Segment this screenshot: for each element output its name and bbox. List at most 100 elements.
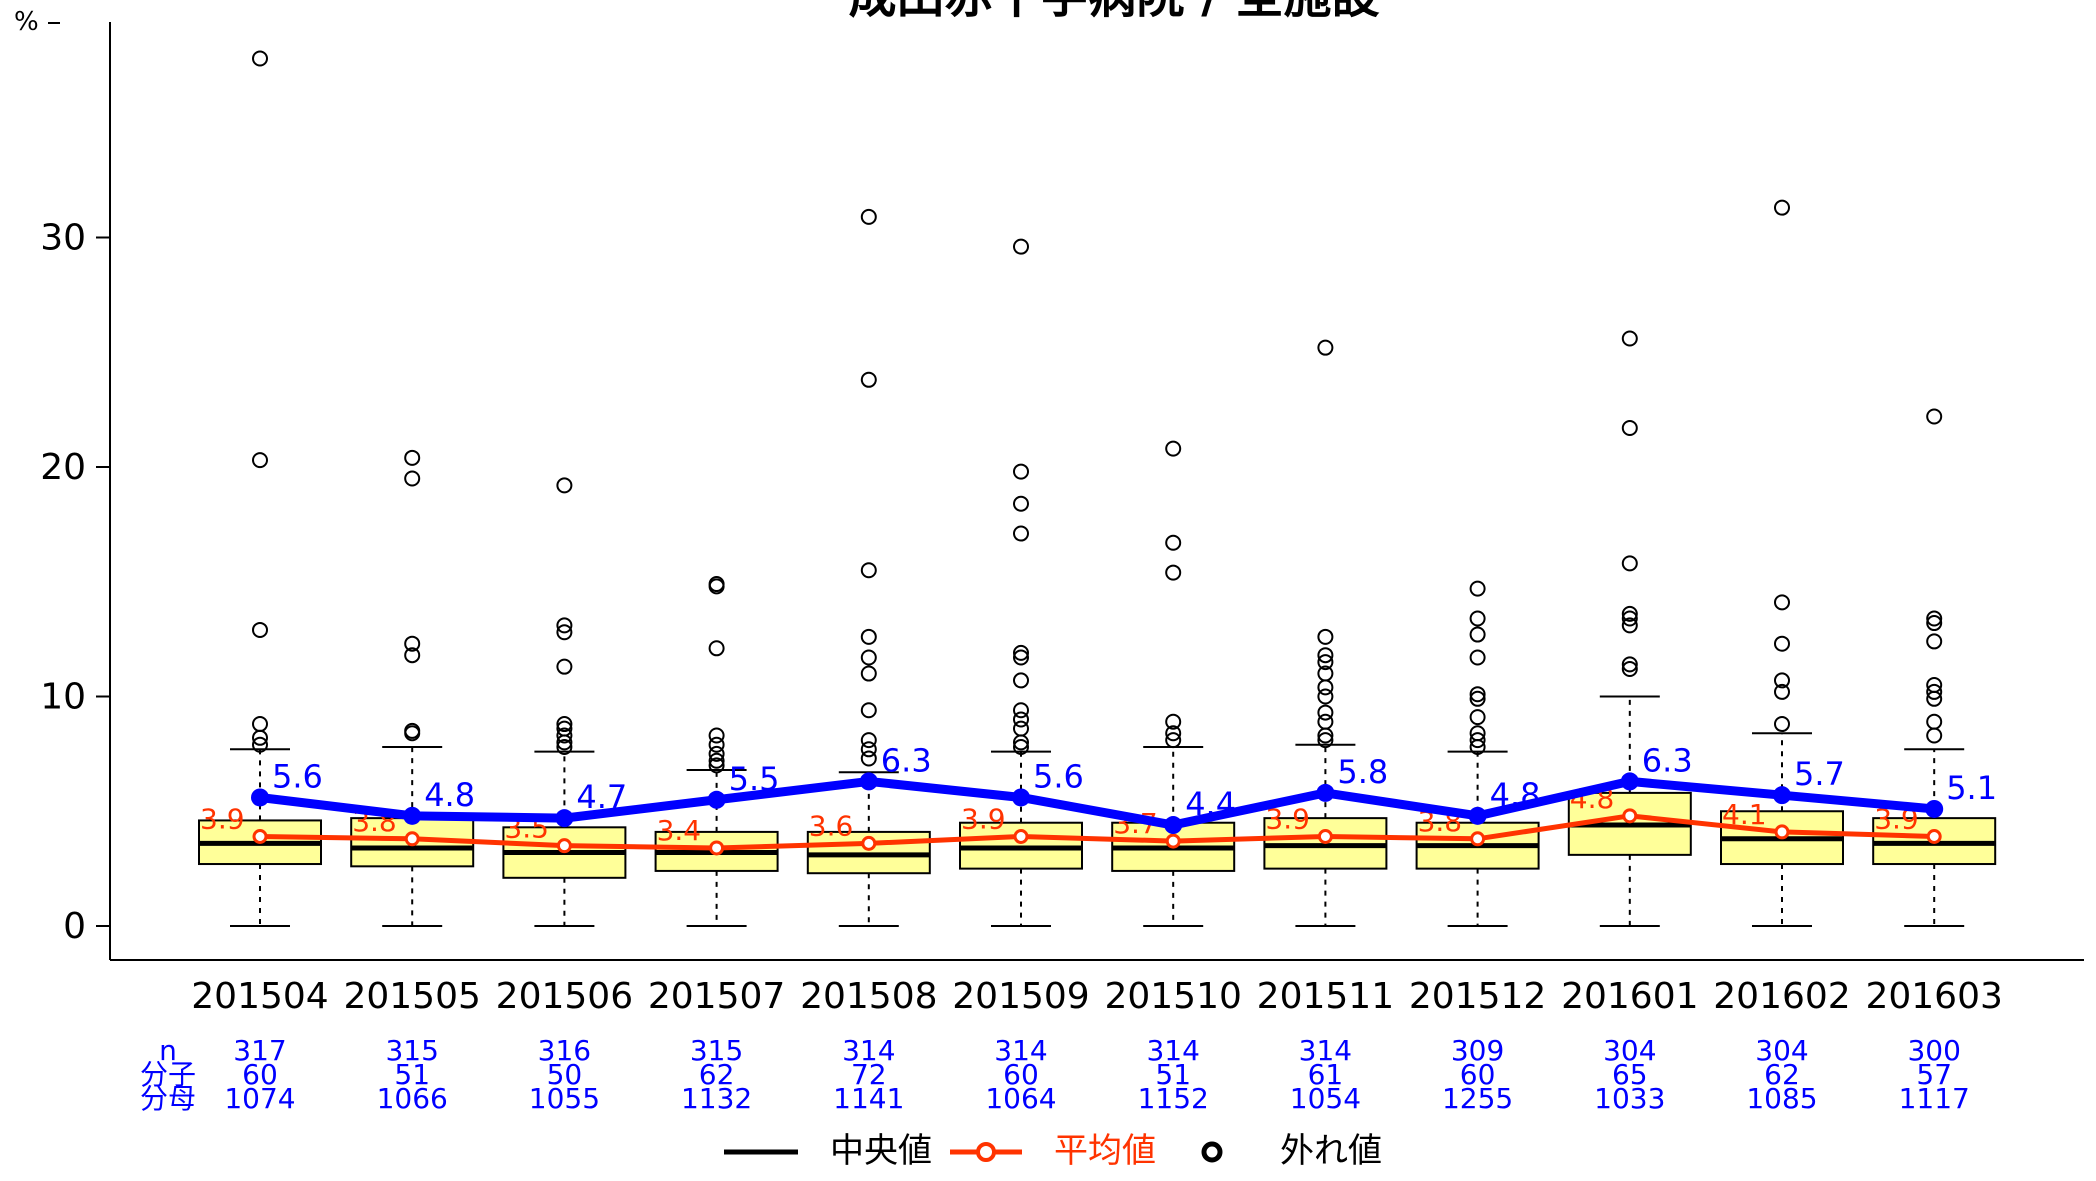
table-cell: 51 [394,1058,430,1091]
facility-point [1164,816,1183,835]
outlier-point [1317,679,1334,696]
table-cell: 1054 [1290,1082,1361,1115]
axes: 0 10 20 30 [40,22,2084,961]
outlier-point [1774,716,1790,733]
table-cell: 60 [1460,1058,1496,1091]
facility-value-label: 4.8 [424,776,475,814]
outlier-point [1621,617,1638,634]
outlier-point [1013,463,1029,480]
box-201504 [198,748,322,927]
y-tick-label: 20 [40,447,86,488]
outlier-point [1317,688,1334,705]
table-cell: 300 [1907,1034,1960,1067]
average-value-label: 3.4 [657,814,702,847]
table-cell: 60 [1003,1058,1039,1091]
facility-value-label: 4.4 [1185,785,1236,823]
outlier-point [1469,732,1486,749]
outlier-point [860,628,877,645]
x-tick-label: 201510 [1104,976,1241,1017]
outlier-point [404,449,421,466]
outlier-point [556,738,573,755]
facility-point [1012,788,1030,807]
table-cell: 62 [699,1058,735,1091]
outlier-point [556,734,573,751]
table-cell: 57 [1916,1058,1952,1091]
outlier-point [708,578,725,595]
outlier-point [1469,686,1486,703]
outlier-point [1926,633,1943,650]
table-cell: 1141 [833,1082,904,1115]
outlier-point [1774,683,1790,700]
outlier-point [404,725,421,742]
facility-point [403,806,422,825]
outlier-point [860,649,877,666]
legend-average-marker [976,1142,996,1162]
facility-value-label: 4.7 [576,778,627,816]
table-cell: 314 [1146,1034,1199,1067]
average-point [1774,824,1790,840]
outlier-point [404,647,421,664]
outlier-point [1774,199,1790,216]
outlier-point [860,562,877,579]
y-axis-label: % [14,7,39,37]
outlier-point [1013,711,1029,728]
outliers [252,50,1943,774]
outlier-point [1926,408,1943,425]
outlier-point [1013,644,1029,661]
outlier-point [860,750,877,767]
average-value-label: 3.9 [200,802,245,835]
table-cell: 309 [1451,1034,1504,1067]
outlier-point [1621,330,1638,347]
x-tick-label: 201512 [1409,976,1546,1017]
table-cell: 304 [1755,1034,1808,1067]
outlier-point [1317,713,1334,730]
outlier-point [1469,709,1486,726]
x-tick-label: 201602 [1713,976,1850,1017]
outlier-point [708,745,725,762]
x-tick-label: 201511 [1257,976,1394,1017]
outlier-point [1621,656,1638,673]
outlier-point [556,727,573,744]
facility-value-label: 6.3 [1642,741,1693,779]
outlier-point [404,635,421,652]
facility-value-label: 5.7 [1794,755,1845,793]
table-cell: 61 [1308,1058,1344,1091]
outlier-point [1926,727,1943,744]
outlier-point [556,477,573,494]
outlier-point [1774,672,1790,689]
facility-point [1468,806,1487,825]
outlier-point [1317,628,1334,645]
facility-point [707,790,726,809]
outlier-point [1013,672,1029,689]
facility-point [251,788,269,807]
legend-average-label: 平均値 [1054,1131,1156,1171]
outlier-point [252,452,268,469]
outlier-point [1621,605,1638,622]
outlier-point [860,702,877,719]
data-table: n 317 315 316 315 314 314 314 314 309 304 304 300 分子 6… [140,1034,1970,1115]
outlier-point [860,732,877,749]
facility-value-label: 5.8 [1337,753,1388,791]
outlier-point [1469,580,1486,597]
table-cell: 317 [233,1034,286,1067]
table-cell: 1066 [377,1082,448,1115]
facility-point [1620,772,1639,791]
facility-point [1773,786,1791,805]
x-tick-label: 201601 [1561,976,1698,1017]
average-point [1470,831,1486,847]
table-cell: 315 [690,1034,743,1067]
table-row-label: 分子 [140,1058,196,1091]
outlier-point [1013,525,1029,542]
outlier-point [1926,683,1943,700]
average-point [1013,828,1029,844]
outlier-point [1621,419,1638,436]
average-value-label: 4.1 [1722,798,1767,831]
average-point [1926,828,1942,844]
outlier-point [1317,654,1334,671]
outlier-point [252,736,268,753]
outlier-point [252,50,268,67]
outlier-point [1165,725,1182,742]
facility-value-label: 6.3 [881,741,932,779]
box-201509 [959,750,1083,927]
